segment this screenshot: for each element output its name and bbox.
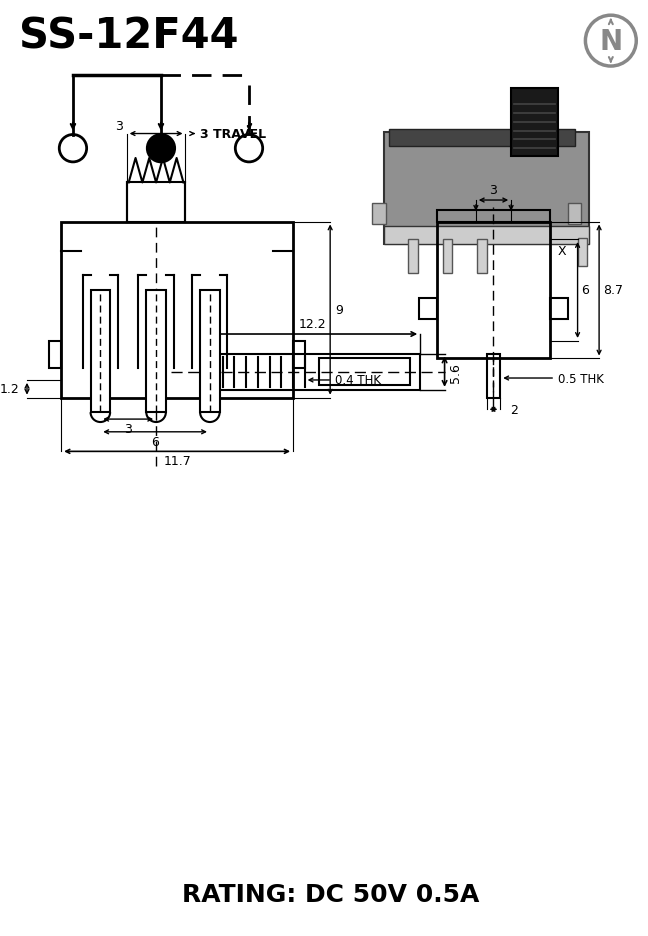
Circle shape — [147, 136, 175, 163]
Text: 5.6: 5.6 — [450, 362, 463, 382]
Text: RATING: DC 50V 0.5A: RATING: DC 50V 0.5A — [183, 882, 480, 906]
Bar — [550, 299, 568, 320]
Bar — [372, 204, 386, 226]
Text: 12.2: 12.2 — [299, 317, 327, 330]
Bar — [319, 359, 410, 386]
Text: 2: 2 — [510, 403, 518, 417]
Bar — [91, 291, 110, 413]
Bar — [200, 291, 220, 413]
Bar — [127, 183, 185, 223]
Text: 6: 6 — [581, 285, 590, 298]
Bar — [205, 354, 420, 390]
Bar — [419, 299, 437, 320]
Text: 0.4 THK: 0.4 THK — [335, 374, 381, 388]
Text: 8.7: 8.7 — [603, 285, 623, 298]
Bar — [577, 239, 587, 266]
Text: 6: 6 — [151, 435, 159, 448]
Bar — [568, 204, 581, 226]
Bar — [511, 89, 558, 157]
Bar — [477, 240, 487, 274]
Bar — [384, 132, 589, 245]
Bar — [443, 240, 452, 274]
Text: 11.7: 11.7 — [163, 455, 191, 468]
Bar — [49, 342, 61, 369]
Bar — [437, 223, 550, 359]
Text: 3 TRAVEL: 3 TRAVEL — [200, 128, 266, 141]
Bar — [408, 240, 418, 274]
Bar — [437, 211, 550, 223]
Bar — [384, 227, 589, 245]
Bar — [146, 291, 166, 413]
Text: 3: 3 — [489, 183, 498, 197]
Text: X: X — [558, 245, 566, 258]
Text: 3: 3 — [124, 422, 132, 435]
Text: 0.5 THK: 0.5 THK — [558, 373, 604, 385]
Bar — [293, 342, 305, 369]
Text: 1.2: 1.2 — [0, 383, 19, 396]
Bar — [61, 223, 293, 398]
Bar — [389, 129, 575, 147]
Text: SS-12F44: SS-12F44 — [19, 15, 238, 57]
Text: N: N — [599, 27, 622, 55]
Text: 3: 3 — [115, 120, 123, 132]
Text: 9: 9 — [335, 304, 343, 316]
Bar — [487, 354, 500, 398]
